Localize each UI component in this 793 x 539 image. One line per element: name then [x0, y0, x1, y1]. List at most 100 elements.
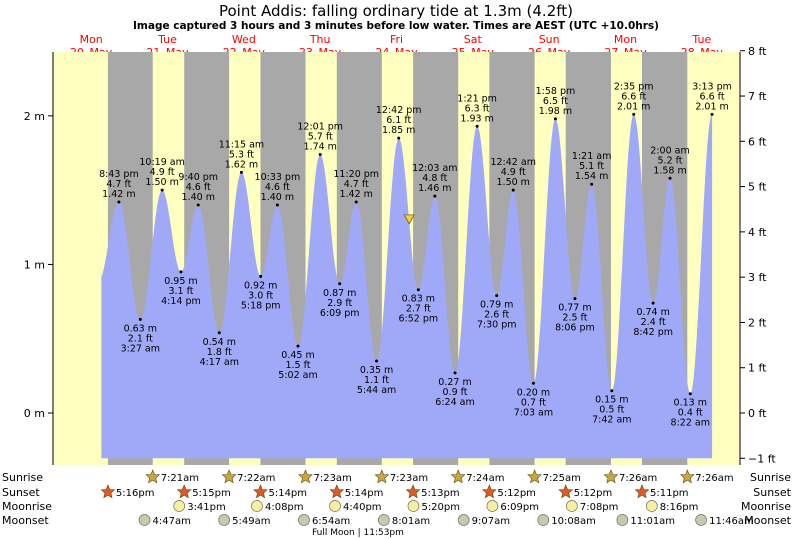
tide-ft-label: 2.1 ft: [128, 333, 153, 344]
tide-point: [296, 344, 300, 348]
tide-ft-label: 4.9 ft: [501, 167, 526, 178]
tide-point: [416, 288, 420, 292]
tide-time-label: 2:00 am: [650, 145, 689, 156]
tide-m-label: 1.50 m: [145, 177, 178, 188]
sun-icon: [603, 469, 619, 484]
sun-icon: [100, 484, 116, 499]
sun-icon: [176, 484, 192, 499]
tide-m-label: 0.74 m: [636, 307, 669, 318]
sun-icon: [634, 484, 650, 499]
event-time-label: 7:22am: [237, 473, 275, 484]
tide-time-label: 12:42 pm: [376, 105, 422, 116]
tide-time-label: 5:02 am: [278, 370, 317, 381]
tide-labels: 8:43 pm4.7 ft1.42 m0.63 m2.1 ft3:27 am10…: [99, 81, 732, 428]
tide-point: [196, 203, 200, 207]
event-time-label: 11:01am: [630, 516, 675, 527]
tide-ft-label: 5.2 ft: [658, 155, 683, 166]
tide-time-label: 8:42 pm: [633, 327, 673, 338]
row-label-left: Sunset: [2, 486, 40, 499]
sun-icon: [374, 469, 390, 484]
tide-m-label: 1.62 m: [225, 159, 258, 170]
tide-point: [668, 176, 672, 180]
sun-icon: [450, 469, 466, 484]
day-name-label: Sun: [539, 33, 560, 46]
tide-ft-label: 6.6 ft: [621, 91, 646, 102]
event-time-label: 6:09pm: [500, 502, 539, 513]
moon-phase-label: Full Moon | 11:53pm: [312, 528, 404, 538]
tide-time-label: 10:19 am: [139, 157, 184, 168]
tide-time-label: 4:14 pm: [161, 296, 201, 307]
tide-point: [397, 136, 401, 140]
tide-time-label: 7:30 pm: [477, 320, 517, 331]
tide-ft-label: 2.7 ft: [406, 304, 431, 315]
tide-ft-label: 5.3 ft: [229, 149, 254, 160]
tide-ft-label: 2.4 ft: [641, 317, 666, 328]
tide-m-label: 0.95 m: [164, 276, 197, 287]
tide-point: [433, 194, 437, 198]
tide-point: [590, 182, 594, 186]
tide-ft-label: 0.4 ft: [678, 408, 703, 419]
tide-ft-label: 4.6 ft: [265, 182, 290, 193]
day-name-label: Fri: [390, 33, 403, 46]
tide-point: [375, 359, 379, 363]
tide-point: [651, 301, 655, 305]
tide-point: [610, 389, 614, 393]
tide-ft-label: 0.5 ft: [599, 405, 624, 416]
tide-m-label: 0.13 m: [674, 398, 707, 409]
moon-icon: [407, 500, 420, 512]
tide-time-label: 6:52 pm: [399, 314, 439, 325]
right-tick-label: 5 ft: [748, 181, 767, 194]
tide-point: [553, 117, 557, 121]
sun-icon: [253, 484, 268, 499]
day-name-label: Wed: [232, 33, 256, 46]
tide-point: [318, 153, 322, 157]
row-label-right: Moonset: [744, 514, 791, 527]
moon-icon: [537, 514, 550, 526]
tide-ft-label: 4.9 ft: [150, 167, 175, 178]
event-time-label: 8:16pm: [660, 502, 699, 513]
tide-point: [217, 331, 221, 335]
tide-m-label: 0.15 m: [595, 395, 628, 406]
row-label-left: Sunrise: [2, 471, 43, 484]
tide-m-label: 0.45 m: [281, 350, 314, 361]
tide-ft-label: 1.5 ft: [285, 360, 310, 371]
tide-ft-label: 4.8 ft: [422, 173, 447, 184]
tide-ft-label: 3.0 ft: [248, 290, 273, 301]
tide-ft-label: 0.7 ft: [521, 397, 546, 408]
event-time-label: 3:41pm: [187, 502, 226, 513]
tide-m-label: 1.46 m: [418, 183, 451, 194]
tide-time-label: 7:42 am: [592, 415, 631, 426]
tide-m-label: 0.87 m: [323, 288, 356, 299]
row-label-left: Moonrise: [2, 500, 52, 513]
event-time-label: 10:08am: [551, 516, 596, 527]
tide-time-label: 1:21 am: [572, 151, 611, 162]
sun-icon: [145, 469, 161, 484]
tide-point: [239, 170, 243, 174]
tide-m-label: 0.63 m: [124, 323, 157, 334]
event-time-label: 4:40pm: [343, 502, 382, 513]
right-tick-label: −1 ft: [748, 452, 776, 465]
tide-m-label: 0.83 m: [402, 294, 435, 305]
right-tick-label: 1 ft: [748, 362, 767, 375]
event-time-label: 5:12pm: [574, 488, 613, 499]
tide-m-label: 2.01 m: [617, 101, 650, 112]
tide-point: [160, 188, 164, 192]
tide-m-label: 1.58 m: [653, 165, 686, 176]
event-time-label: 5:49am: [232, 516, 270, 527]
tide-ft-label: 5.1 ft: [579, 161, 604, 172]
row-label-right: Sunrise: [750, 471, 791, 484]
tide-m-label: 1.42 m: [339, 189, 372, 200]
tide-ft-label: 4.6 ft: [186, 182, 211, 193]
tide-m-label: 1.50 m: [497, 177, 530, 188]
current-tide-marker: [403, 214, 415, 225]
tide-ft-label: 4.7 ft: [106, 179, 131, 190]
moon-icon: [173, 500, 186, 512]
chart-subtitle: Image captured 3 hours and 3 minutes bef…: [133, 20, 659, 32]
day-name-label: Tue: [157, 33, 177, 46]
tide-time-label: 6:24 am: [435, 397, 474, 408]
tide-time-label: 7:03 am: [514, 407, 553, 418]
tide-ft-label: 6.3 ft: [465, 103, 490, 114]
tide-time-label: 8:06 pm: [555, 323, 595, 334]
tide-point: [531, 381, 535, 385]
moon-icon: [138, 514, 151, 526]
